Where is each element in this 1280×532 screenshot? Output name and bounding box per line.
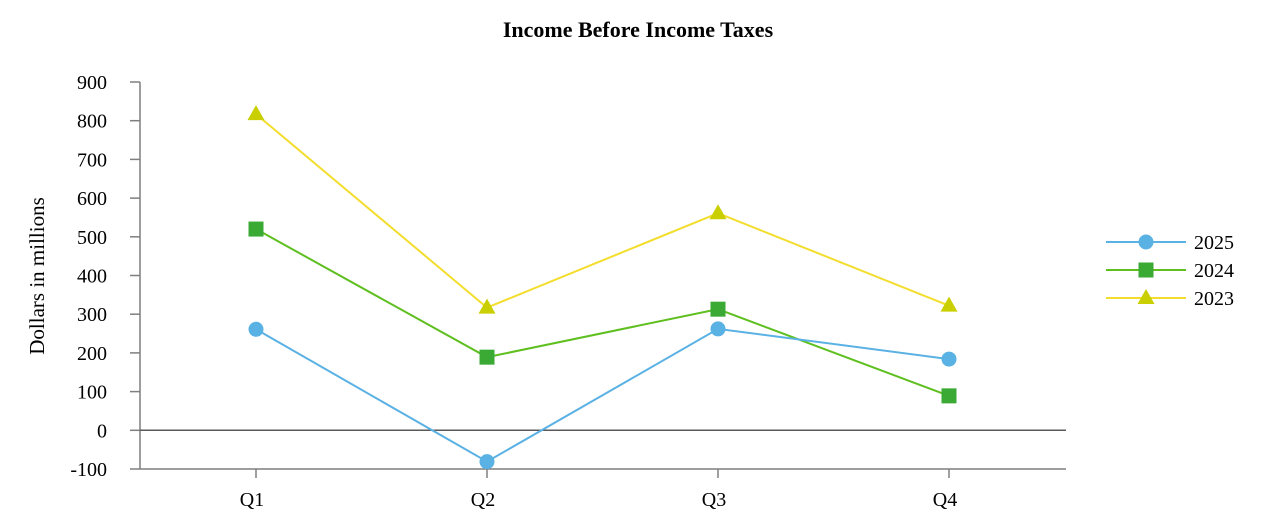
y-tick-label: 300 bbox=[77, 304, 107, 326]
y-tick-label: 0 bbox=[97, 420, 107, 442]
y-tick-label: 500 bbox=[77, 227, 107, 249]
legend: 2025 2024 2023 bbox=[1106, 232, 1234, 310]
data-point-2025-Q2 bbox=[479, 454, 495, 470]
chart-title: Income Before Income Taxes bbox=[503, 17, 774, 42]
data-point-2023-Q1 bbox=[247, 105, 265, 121]
legend-label-2025: 2025 bbox=[1194, 232, 1234, 254]
y-tick-label: -100 bbox=[70, 459, 107, 481]
data-point-2024-Q4 bbox=[941, 388, 957, 404]
legend-marker-2023 bbox=[1137, 289, 1155, 304]
data-point-2025-Q3 bbox=[710, 321, 726, 337]
y-tick-label: 900 bbox=[77, 72, 107, 94]
x-tick-label: Q4 bbox=[933, 489, 957, 511]
series-line-2023 bbox=[255, 113, 950, 309]
y-tick-label: 100 bbox=[77, 382, 107, 404]
data-point-2025-Q1 bbox=[248, 321, 264, 337]
series-line-2024 bbox=[255, 228, 950, 397]
data-point-2024-Q3 bbox=[710, 301, 726, 317]
plot-area: -100 0 100 200 300 400 500 600 700 800 900 Q1 Q2 Q3 Q4 bbox=[70, 72, 1066, 511]
legend-marker-2025 bbox=[1138, 234, 1154, 250]
data-point-2025-Q4 bbox=[941, 351, 957, 367]
x-tick-label: Q2 bbox=[471, 489, 495, 511]
y-tick-label: 400 bbox=[77, 266, 107, 288]
data-point-2023-Q3 bbox=[709, 204, 727, 220]
x-tick-label: Q3 bbox=[702, 489, 726, 511]
y-tick-label: 800 bbox=[77, 111, 107, 133]
y-axis-title: Dollars in millions bbox=[25, 197, 49, 355]
data-point-2023-Q4 bbox=[940, 296, 958, 312]
x-tick-label: Q1 bbox=[240, 489, 264, 511]
data-point-2023-Q2 bbox=[478, 298, 496, 314]
y-tick-label: 700 bbox=[77, 149, 107, 171]
data-point-2024-Q1 bbox=[248, 221, 264, 237]
y-tick-label: 200 bbox=[77, 343, 107, 365]
series-line-2025 bbox=[255, 327, 950, 463]
legend-label-2023: 2023 bbox=[1194, 288, 1234, 310]
legend-marker-2024 bbox=[1138, 262, 1154, 278]
legend-label-2024: 2024 bbox=[1194, 260, 1234, 282]
y-tick-label: 600 bbox=[77, 188, 107, 210]
data-point-2024-Q2 bbox=[479, 349, 495, 365]
